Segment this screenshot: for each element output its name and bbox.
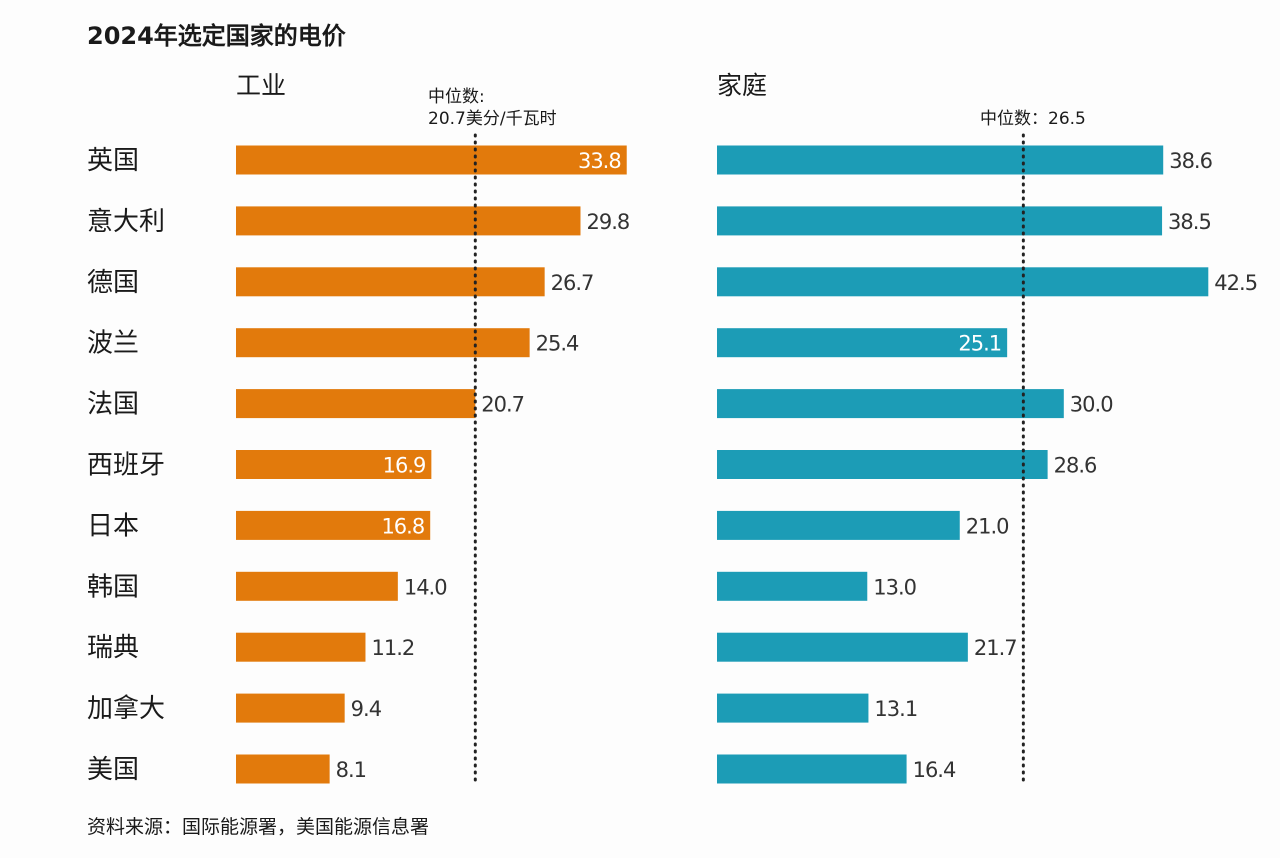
source-note: 资料来源：国际能源署，美国能源信息署 [87,816,430,838]
data-label: 42.5 [1214,271,1257,295]
data-label: 9.4 [351,697,382,721]
category-label: 波兰 [87,329,139,359]
bar [717,328,1008,358]
bar [717,206,1163,236]
category-label: 日本 [87,511,139,541]
data-label: 16.4 [913,758,956,782]
median-label-industry-line2: 20.7美分/千瓦时 [428,109,557,129]
panel-title-industry: 工业 [236,71,287,100]
data-label: 21.0 [966,514,1009,538]
category-label: 韩国 [87,572,139,602]
bar [236,206,581,236]
data-label: 25.4 [536,332,579,356]
category-label: 美国 [87,755,139,785]
bar [717,754,907,784]
category-label: 意大利 [87,207,165,237]
data-label: 8.1 [336,758,366,782]
data-label: 16.9 [383,454,426,478]
bar [236,328,530,358]
bar [717,389,1064,419]
data-label: 14.0 [404,575,447,599]
category-label: 西班牙 [87,451,165,481]
category-label: 德国 [87,268,139,298]
bar [717,510,960,540]
data-label: 38.6 [1169,149,1212,173]
bar [717,632,968,662]
bar [236,450,432,479]
category-label: 加拿大 [87,694,165,724]
data-label: 28.6 [1054,454,1097,478]
median-label-industry-line1: 中位数: [428,87,485,107]
bar [236,145,627,175]
data-label: 16.8 [381,514,424,538]
data-label: 30.0 [1070,393,1113,417]
panel-title-household: 家庭 [717,71,768,100]
bar [717,571,868,601]
median-label-household: 中位数：26.5 [980,109,1086,129]
data-label: 13.1 [874,697,917,721]
data-label: 25.1 [958,332,1001,356]
bar [236,389,476,419]
bar [236,510,431,540]
bar [236,267,545,297]
data-label: 11.2 [371,636,414,660]
median-label-industry: 中位数: 20.7美分/千瓦时 [428,86,557,130]
category-label: 英国 [87,146,139,176]
bar [236,571,398,601]
bar [717,145,1164,175]
bar [717,267,1209,297]
category-label: 瑞典 [87,633,139,663]
bar [236,632,366,662]
bar [717,693,869,723]
bar [236,754,330,784]
data-label: 33.8 [578,149,621,173]
data-label: 20.7 [481,393,524,417]
data-label: 29.8 [586,210,629,234]
data-label: 26.7 [551,271,594,295]
data-label: 38.5 [1168,210,1211,234]
chart-title: 2024年选定国家的电价 [87,22,346,50]
category-label: 法国 [87,390,139,420]
data-label: 13.0 [873,575,916,599]
data-label: 21.7 [974,636,1017,660]
bar [236,693,345,723]
bar [717,450,1048,479]
